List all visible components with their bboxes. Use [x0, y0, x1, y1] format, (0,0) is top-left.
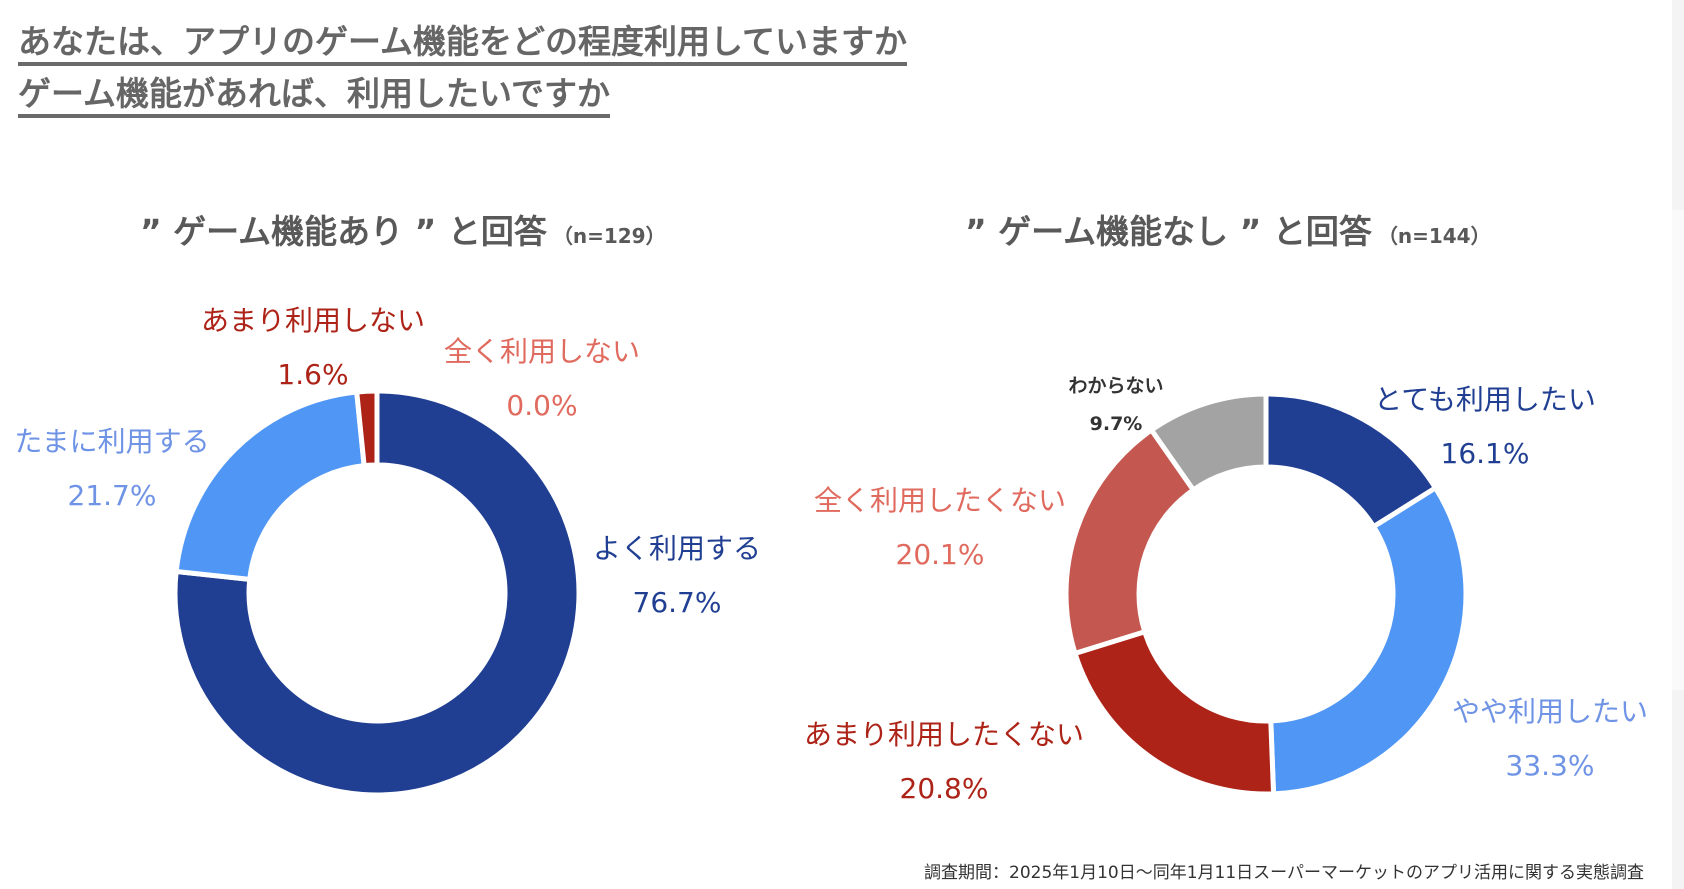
- chart-1-title-text: ” ゲーム機能あり ” と回答: [140, 212, 547, 251]
- donut-slice-1-1: [172, 388, 582, 798]
- slice-label-often-use: よく利用する 76.7%: [593, 532, 761, 620]
- slice-label-value: 21.7%: [67, 479, 157, 512]
- slice-label-name: やや利用したい: [1451, 695, 1649, 728]
- slice-label-dont-know: わからない 9.7%: [1068, 374, 1163, 436]
- slice-label-name: 全く利用したくない: [813, 484, 1067, 517]
- slice-label-value: 20.1%: [895, 538, 985, 571]
- slice-label-rarely-use: あまり利用しない 1.6%: [201, 304, 425, 392]
- slice-label-value: 76.7%: [632, 586, 722, 619]
- slice-label-never-use: 全く利用しない 0.0%: [444, 335, 640, 423]
- slice-label-sometimes-use: たまに利用する 21.7%: [14, 425, 209, 513]
- slice-label-value: 33.3%: [1505, 749, 1595, 782]
- donut-slice-1-4: [353, 388, 380, 469]
- chart-2-title: ” ゲーム機能なし ” と回答 （n=144）: [965, 205, 1491, 253]
- donut-slice-1-3: [173, 389, 367, 583]
- slice-label-very-want: とても利用したい 16.1%: [1374, 383, 1596, 471]
- slice-label-name: 全く利用しない: [443, 335, 641, 368]
- slice-label-name: わからない: [1068, 375, 1164, 397]
- slice-label-not-want-at-all: 全く利用したくない 20.1%: [814, 484, 1066, 572]
- slice-label-name: たまに利用する: [14, 425, 210, 458]
- donut-slice-2-5: [1148, 391, 1269, 494]
- slice-label-somewhat-want: やや利用したい 33.3%: [1452, 695, 1648, 783]
- slice-label-value: 20.8%: [899, 772, 989, 805]
- donut-slice-2-2: [1268, 484, 1469, 797]
- donut-chart-game-feature-yes: [172, 388, 582, 798]
- slice-label-rather-not-want: あまり利用したくない 20.8%: [804, 718, 1084, 806]
- slice-label-name: とても利用したい: [1374, 383, 1596, 416]
- chart-1-title: ” ゲーム機能あり ” と回答 （n=129）: [140, 205, 666, 253]
- slice-label-name: あまり利用しない: [200, 304, 426, 337]
- chart-2-title-text: ” ゲーム機能なし ” と回答: [965, 212, 1372, 251]
- slice-label-name: よく利用する: [592, 532, 762, 565]
- page-edge-strip: [1672, 0, 1684, 889]
- slice-label-value: 9.7%: [1089, 413, 1143, 435]
- donut-slice-2-3: [1071, 628, 1277, 797]
- slice-label-value: 16.1%: [1440, 437, 1530, 470]
- chart-1-sample-size: （n=129）: [552, 224, 666, 248]
- slice-label-value: 1.6%: [277, 358, 349, 391]
- survey-footnote: 調査期間：2025年1月10日〜同年1月11日スーパーマーケットのアプリ活用に関…: [924, 863, 1644, 883]
- slice-label-name: あまり利用したくない: [803, 718, 1085, 751]
- slice-label-value: 0.0%: [506, 389, 578, 422]
- page-title-line-2: ゲーム機能があれば、利用したいですか: [18, 74, 611, 118]
- chart-2-sample-size: （n=144）: [1377, 224, 1491, 248]
- page-title-line-1: あなたは、アプリのゲーム機能をどの程度利用していますか: [18, 22, 908, 66]
- donut-chart-game-feature-no: [1063, 391, 1469, 797]
